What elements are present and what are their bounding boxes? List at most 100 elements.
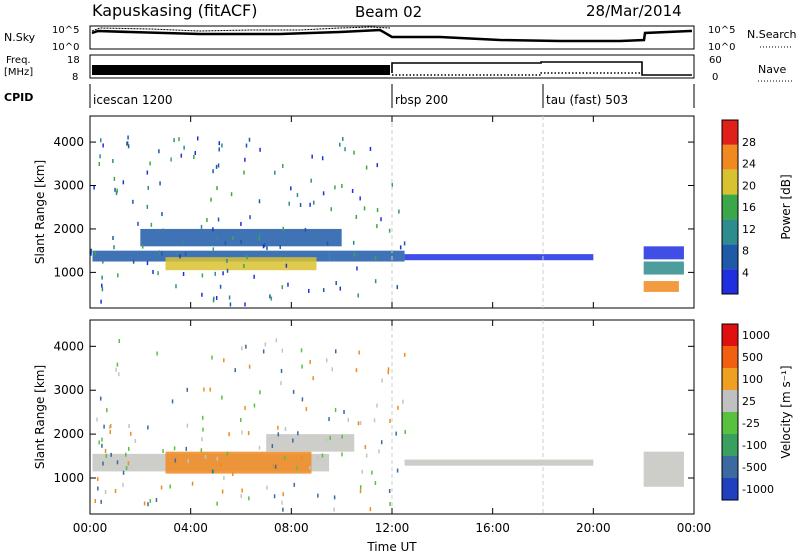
cpid-label: CPID <box>4 91 33 104</box>
colorbar-label: Velocity [m s⁻¹] <box>779 365 793 458</box>
echo-point <box>101 287 104 292</box>
echo-point <box>191 481 194 486</box>
echo-point <box>353 150 355 155</box>
echo-point <box>185 446 188 451</box>
echo-point <box>240 418 242 423</box>
echo-point <box>339 142 341 147</box>
echo-point <box>116 460 119 465</box>
echo-point <box>246 255 248 260</box>
echo-point <box>313 200 315 205</box>
y-axis-label: Slant Range [km] <box>33 365 47 469</box>
echo-point <box>244 405 246 410</box>
echo-point <box>216 186 218 191</box>
echo-point <box>206 218 208 223</box>
x-tick-label: 16:00 <box>475 521 510 535</box>
colorbar-tick-label: 8 <box>742 245 749 258</box>
nsearch-label: N.Search <box>747 28 797 41</box>
colorbar-tick-label: 20 <box>742 179 756 192</box>
echo-point <box>90 248 93 253</box>
echo-point <box>344 147 346 152</box>
echo-point <box>281 500 283 505</box>
echo-point <box>304 227 307 232</box>
echo-point <box>404 429 406 434</box>
colorbar-tick-label: -500 <box>742 461 767 474</box>
colorbar-frame <box>721 119 739 295</box>
echo-point <box>194 150 197 155</box>
echo-point <box>281 163 284 168</box>
echo-point <box>173 446 176 451</box>
echo-point <box>403 352 406 357</box>
echo-point <box>311 154 313 159</box>
echo-point <box>105 453 108 458</box>
echo-point <box>292 389 295 394</box>
echo-point <box>288 201 290 206</box>
echo-point <box>262 349 265 354</box>
echo-point <box>137 221 139 226</box>
echo-point <box>130 431 132 436</box>
y-tick-label: 2000 <box>53 222 84 236</box>
echo-point <box>226 268 229 273</box>
echo-point <box>215 295 218 300</box>
echo-point <box>373 418 376 423</box>
echo-point <box>335 349 337 354</box>
echo-point <box>116 188 118 193</box>
echo-point <box>279 244 281 249</box>
colorbar-tick-label: 12 <box>742 223 756 236</box>
echo-point <box>321 156 324 161</box>
colorbar-swatch <box>722 244 738 270</box>
echo-point <box>253 403 256 408</box>
echo-point <box>249 215 251 220</box>
nsky-tick-top: 10^5 <box>52 25 79 36</box>
echo-point <box>155 497 158 502</box>
echo-point <box>339 286 342 291</box>
echo-point <box>335 281 337 286</box>
echo-point <box>245 143 248 148</box>
echo-point <box>101 437 103 442</box>
echo-point <box>376 208 379 213</box>
echo-point <box>280 368 283 373</box>
echo-point <box>325 438 328 443</box>
echo-point <box>241 346 243 351</box>
echo-point <box>357 421 360 426</box>
echo-point <box>223 358 225 363</box>
heatmap-region <box>266 434 355 452</box>
echo-point <box>259 147 261 152</box>
echo-point <box>158 250 161 255</box>
cpid-segments: icescan 1200 rbsp 200 tau (fast) 503 <box>93 84 628 108</box>
echo-point <box>351 188 354 193</box>
echo-point <box>173 138 175 143</box>
echo-point <box>99 396 102 401</box>
echo-point <box>201 292 203 297</box>
echo-point <box>102 259 104 264</box>
echo-point <box>396 468 399 473</box>
colorbar-tick-label: -100 <box>742 439 767 452</box>
nave-label: Nave <box>758 63 786 76</box>
echo-point <box>125 452 127 457</box>
echo-point <box>353 252 356 257</box>
echo-point <box>266 485 268 490</box>
y-tick-label: 4000 <box>53 339 84 353</box>
nave-tick-top: 60 <box>709 55 722 66</box>
echo-point <box>359 489 362 494</box>
echo-point <box>253 274 255 279</box>
echo-point <box>248 364 251 369</box>
echo-point <box>357 293 359 298</box>
echo-point <box>274 170 276 175</box>
echo-point <box>213 296 215 301</box>
echo-point <box>322 191 325 196</box>
y-tick-label: 3000 <box>53 383 84 397</box>
echo-point <box>98 440 100 445</box>
echo-point <box>374 279 377 284</box>
echo-point <box>215 164 218 169</box>
echo-point <box>109 429 111 434</box>
echo-point <box>100 499 102 504</box>
echo-point <box>200 448 203 453</box>
x-tick-label: 00:00 <box>73 521 108 535</box>
power-panel: 1000 2000 3000 4000 Slant Range [km] 4 8 12 16 20… <box>33 115 793 309</box>
echo-point <box>331 367 334 372</box>
echo-point <box>359 485 362 490</box>
colorbar-frame <box>721 323 739 501</box>
echo-point <box>363 206 366 211</box>
echo-point <box>301 455 303 460</box>
echo-point <box>325 358 328 363</box>
